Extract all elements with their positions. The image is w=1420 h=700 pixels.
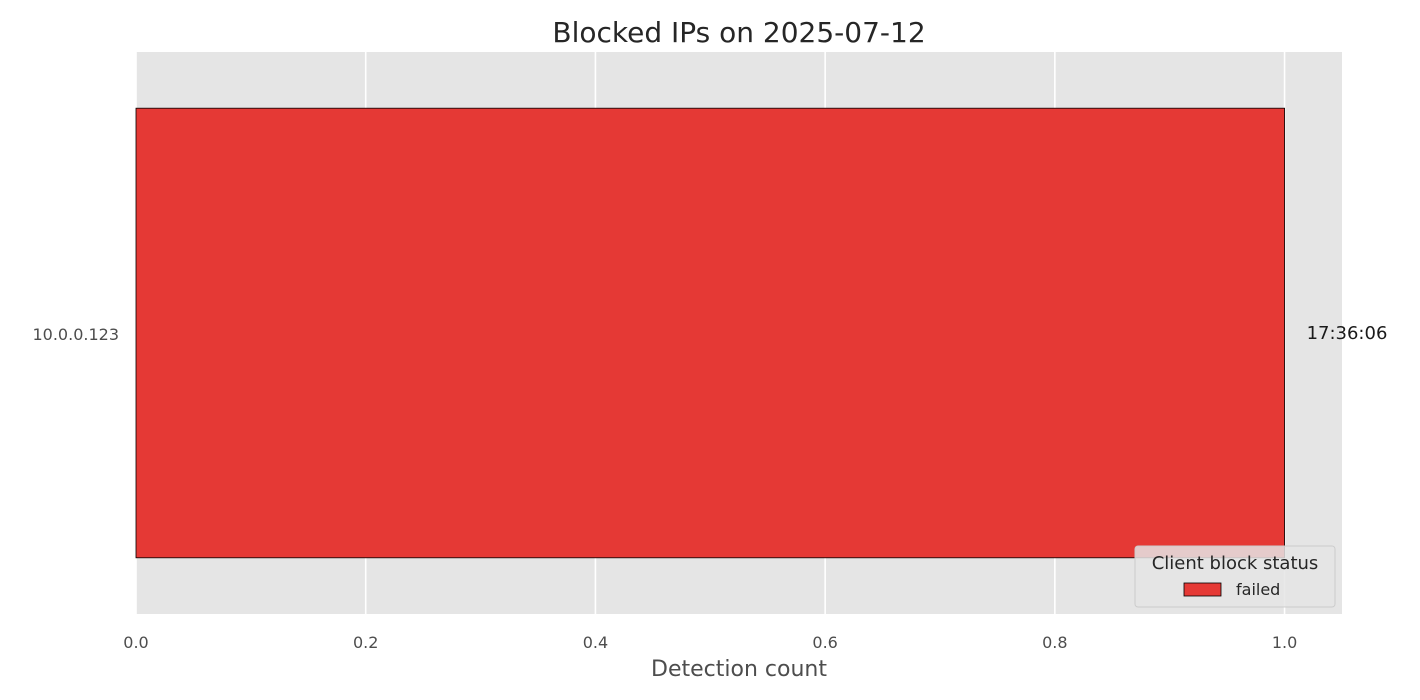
x-tick-label: 0.2 xyxy=(353,633,378,652)
legend-title: Client block status xyxy=(1152,553,1319,574)
x-axis-label: Detection count xyxy=(651,657,827,682)
x-tick-label: 0.6 xyxy=(812,633,837,652)
x-tick-label: 0.4 xyxy=(583,633,608,652)
chart-title: Blocked IPs on 2025-07-12 xyxy=(552,16,925,49)
x-tick-label: 1.0 xyxy=(1272,633,1297,652)
bar xyxy=(135,107,1285,559)
y-axis-ticks: 10.0.0.123 xyxy=(32,325,119,344)
bar-data-label: 17:36:06 xyxy=(1307,323,1388,344)
y-tick-label: 10.0.0.123 xyxy=(32,325,119,344)
x-tick-label: 0.8 xyxy=(1042,633,1067,652)
x-tick-label: 0.0 xyxy=(123,633,148,652)
legend-swatch xyxy=(1183,582,1222,597)
legend-entries: failed xyxy=(1183,580,1280,599)
bars xyxy=(135,107,1285,559)
x-axis-ticks: 0.0 0.2 0.4 0.6 0.8 1.0 xyxy=(123,633,1297,652)
legend-entry-label: failed xyxy=(1236,580,1280,599)
bar-labels: 17:36:06 xyxy=(1307,323,1388,344)
legend: Client block status failed xyxy=(1134,545,1336,608)
